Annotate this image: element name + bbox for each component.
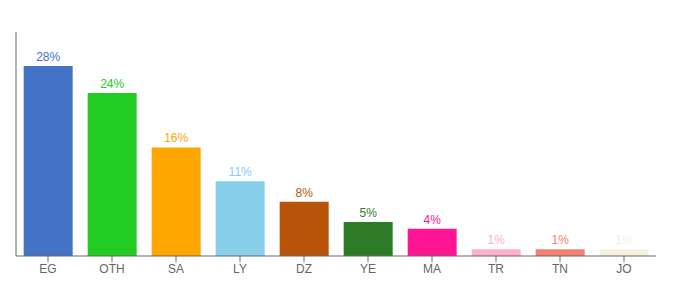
svg-text:4%: 4% bbox=[424, 213, 442, 227]
svg-text:TN: TN bbox=[552, 262, 568, 276]
svg-text:JO: JO bbox=[616, 262, 631, 276]
svg-text:YE: YE bbox=[360, 262, 376, 276]
svg-text:1%: 1% bbox=[616, 233, 634, 247]
svg-text:16%: 16% bbox=[164, 131, 188, 145]
svg-text:11%: 11% bbox=[229, 165, 252, 179]
svg-text:8%: 8% bbox=[296, 186, 314, 200]
svg-text:5%: 5% bbox=[360, 206, 378, 220]
svg-text:SA: SA bbox=[168, 262, 184, 276]
svg-text:TR: TR bbox=[488, 262, 504, 276]
svg-text:1%: 1% bbox=[552, 233, 570, 247]
svg-text:MA: MA bbox=[423, 262, 441, 276]
svg-text:28%: 28% bbox=[36, 50, 60, 64]
svg-text:1%: 1% bbox=[488, 233, 506, 247]
svg-text:DZ: DZ bbox=[296, 262, 312, 276]
svg-text:LY: LY bbox=[233, 262, 247, 276]
svg-text:OTH: OTH bbox=[99, 262, 124, 276]
svg-text:EG: EG bbox=[39, 262, 56, 276]
svg-text:24%: 24% bbox=[100, 77, 124, 91]
